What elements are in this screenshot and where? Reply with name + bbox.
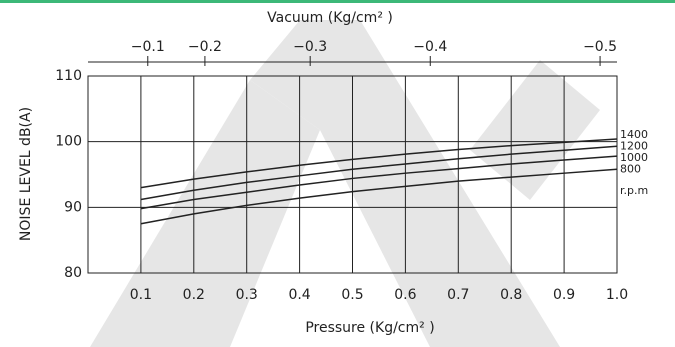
y-axis-title: NOISE LEVEL dB(A) [18,107,34,241]
x-axis-title: Pressure (Kg/cm² ) [305,320,434,336]
top-axis-title: Vacuum (Kg/cm² ) [267,10,393,26]
top-tick-label: −0.4 [413,39,447,55]
series-line [140,145,618,201]
top-tick-label: −0.2 [188,39,222,55]
x-tick-label: 0.8 [500,287,522,303]
x-tick-label: 0.4 [288,287,310,303]
y-tick-label: 80 [64,265,82,281]
series-line [140,155,618,210]
x-tick-label: 0.5 [341,287,363,303]
top-stripe [0,0,675,3]
series-line [140,168,618,225]
legend-label: 1000 [620,151,648,164]
unit-label: r.p.m [620,184,648,197]
top-tick-label: −0.1 [131,39,165,55]
x-tick-label: 0.2 [183,287,205,303]
x-tick-label: 0.9 [553,287,575,303]
y-tick-label: 110 [55,68,82,84]
x-tick-label: 0.7 [447,287,469,303]
legend-label: 1200 [620,140,648,153]
x-tick-label: 1.0 [606,287,628,303]
series-line [140,138,618,189]
y-tick-label: 100 [55,134,82,150]
legend-label: 1400 [620,128,648,141]
legend-label: 800 [620,163,641,176]
top-tick-label: −0.3 [293,39,327,55]
x-tick-label: 0.6 [394,287,416,303]
y-tick-label: 90 [64,199,82,215]
top-tick-label: −0.5 [583,39,617,55]
x-tick-label: 0.3 [236,287,258,303]
x-tick-label: 0.1 [130,287,152,303]
